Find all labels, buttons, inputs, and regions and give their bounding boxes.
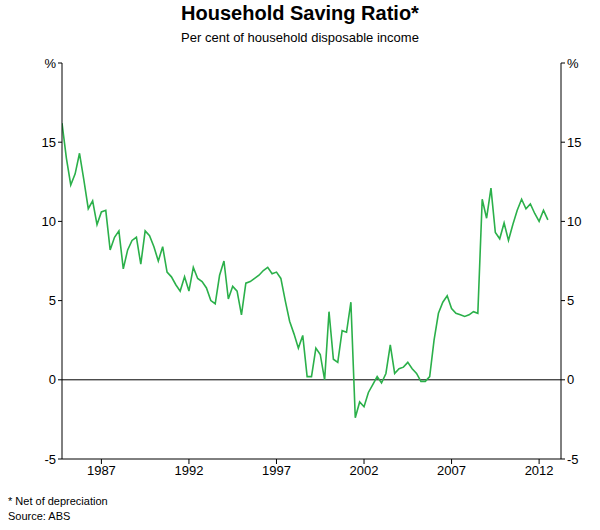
svg-text:%: % (44, 56, 56, 71)
svg-text:2007: 2007 (437, 463, 466, 478)
svg-text:10: 10 (567, 214, 581, 229)
svg-text:1992: 1992 (174, 463, 203, 478)
svg-text:1987: 1987 (87, 463, 116, 478)
svg-text:1997: 1997 (262, 463, 291, 478)
svg-text:-5: -5 (44, 452, 56, 467)
svg-text:15: 15 (42, 135, 56, 150)
svg-text:10: 10 (42, 214, 56, 229)
svg-text:15: 15 (567, 135, 581, 150)
html-text:Source: ABS: Source: ABS (8, 510, 71, 522)
svg-text:2002: 2002 (350, 463, 379, 478)
svg-text:-5: -5 (567, 452, 579, 467)
svg-text:5: 5 (49, 293, 56, 308)
svg-text:2012: 2012 (525, 463, 554, 478)
svg-text:%: % (567, 56, 579, 71)
svg-text:0: 0 (567, 372, 574, 387)
html-text:Household Saving Ratio*: Household Saving Ratio* (181, 2, 419, 24)
html-text:* Net of depreciation: * Net of depreciation (8, 495, 108, 507)
svg-text:5: 5 (567, 293, 574, 308)
svg-text:0: 0 (49, 372, 56, 387)
html-text:Per cent of household disposab: Per cent of household disposable income (181, 30, 419, 45)
